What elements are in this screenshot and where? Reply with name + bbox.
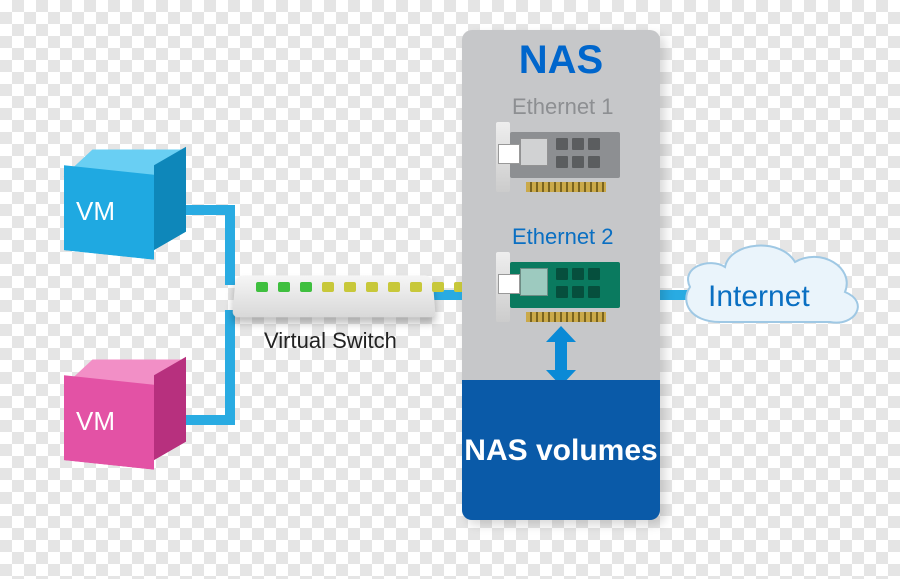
ethernet2-label: Ethernet 2 xyxy=(512,224,614,250)
nas-volumes-arrow-icon xyxy=(546,328,576,384)
nas-title: NAS xyxy=(462,38,660,83)
ethernet1-card xyxy=(496,126,626,190)
nas-volumes-label: NAS volumes xyxy=(464,434,657,467)
internet-label: Internet xyxy=(708,280,810,314)
virtual-switch-label: Virtual Switch xyxy=(264,328,397,354)
ethernet2-card xyxy=(496,256,626,320)
edge-vm2-vswitch xyxy=(225,310,235,425)
node-vm1: VM xyxy=(64,148,164,248)
ethernet1-label: Ethernet 1 xyxy=(512,94,614,120)
vm1-label: VM xyxy=(76,196,115,227)
node-virtual-switch xyxy=(234,274,434,318)
nas-volumes-block: NAS volumes xyxy=(462,380,660,520)
node-nas: NAS Ethernet 1 Ethernet 2 NAS volumes xyxy=(462,30,660,520)
vm2-label: VM xyxy=(76,406,115,437)
switch-leds xyxy=(256,282,466,292)
edge-vm1-vswitch xyxy=(225,205,235,285)
node-vm2: VM xyxy=(64,358,164,458)
